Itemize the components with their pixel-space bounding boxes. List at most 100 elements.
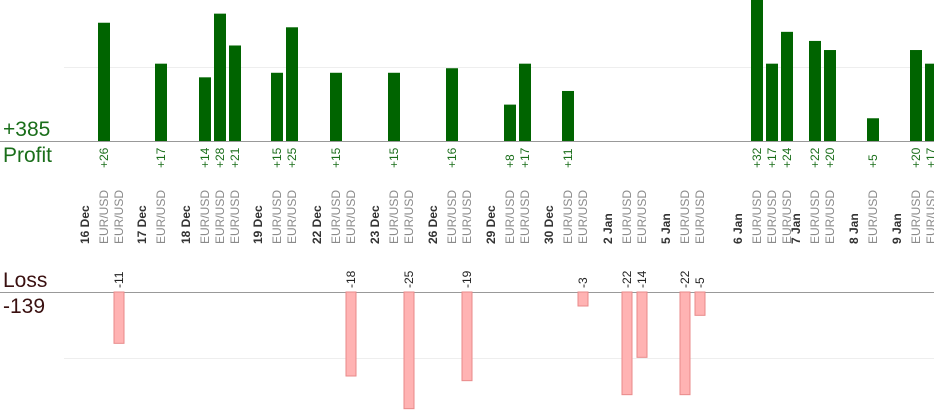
profit-bar: [388, 72, 400, 141]
profit-bar: [910, 50, 922, 141]
profit-value-label: +5: [866, 154, 880, 168]
profit-bar: [271, 72, 283, 141]
profit-bar: [925, 63, 934, 142]
loss-bar: [113, 291, 125, 344]
profit-value-label: +17: [924, 147, 934, 168]
date-label: 6 Jan: [731, 213, 745, 244]
date-label: 23 Dec: [368, 205, 382, 244]
loss-bar: [403, 291, 415, 410]
profit-value-label: +15: [270, 147, 284, 168]
profit-value-label: +15: [387, 147, 401, 168]
pair-label: EUR/USD: [154, 190, 168, 244]
profit-value-label: +17: [518, 147, 532, 168]
pair-label: EUR/USD: [460, 190, 474, 244]
profit-value-label: +8: [503, 154, 517, 168]
profit-bar: [562, 90, 574, 141]
pair-label: EUR/USD: [750, 190, 764, 244]
profit-bar: [766, 63, 778, 142]
profit-bar: [446, 68, 458, 141]
pair-label: EUR/USD: [270, 190, 284, 244]
pair-label: EUR/USD: [213, 190, 227, 244]
date-label: 18 Dec: [179, 205, 193, 244]
labels: 16 Dec EUR/USD +26 EUR/USD -11 17 Dec EUR/USD +…: [78, 147, 934, 288]
profit-value-label: +15: [329, 147, 343, 168]
pair-label: EUR/USD: [445, 190, 459, 244]
profit-value-label: +20: [909, 147, 923, 168]
loss-value-label: -19: [460, 270, 474, 288]
date-label: 30 Dec: [542, 205, 556, 244]
loss-value-label: -22: [678, 270, 692, 288]
loss-bar: [577, 291, 589, 307]
pair-label: EUR/USD: [576, 190, 590, 244]
loss-bar: [694, 291, 706, 316]
profit-value-label: +25: [285, 147, 299, 168]
profit-bar: [214, 13, 226, 141]
loss-total: -139: [3, 295, 46, 318]
pair-label: EUR/USD: [693, 190, 707, 244]
profit-bar: [519, 63, 531, 142]
loss-bar: [621, 291, 633, 396]
date-label: 2 Jan: [601, 213, 615, 244]
profit-bar: [824, 50, 836, 141]
pair-label: EUR/USD: [678, 190, 692, 244]
pair-label: EUR/USD: [329, 190, 343, 244]
pair-label: EUR/USD: [112, 190, 126, 244]
profit-bar: [330, 72, 342, 141]
pair-label: EUR/USD: [285, 190, 299, 244]
loss-value-label: -5: [693, 277, 707, 288]
profit-value-label: +32: [750, 147, 764, 168]
pair-label: EUR/USD: [866, 190, 880, 244]
date-label: 22 Dec: [310, 205, 324, 244]
loss-value-label: -22: [620, 270, 634, 288]
profit-value-label: +17: [154, 147, 168, 168]
profit-bar: [809, 40, 821, 141]
profit-bar: [199, 77, 211, 141]
profit-bar: [98, 22, 110, 141]
pair-label: EUR/USD: [635, 190, 649, 244]
date-label: 26 Dec: [426, 205, 440, 244]
profit-value-label: +20: [823, 147, 837, 168]
loss-bar: [461, 291, 473, 382]
loss-bar: [345, 291, 357, 377]
loss-value-label: -11: [112, 271, 126, 288]
profit-bar: [155, 63, 167, 142]
pair-label: EUR/USD: [402, 190, 416, 244]
pair-label: EUR/USD: [97, 190, 111, 244]
bars: [98, 0, 934, 410]
pair-label: EUR/USD: [823, 190, 837, 244]
profit-bar: [781, 31, 793, 142]
profit-bar: [751, 0, 763, 141]
pair-label: EUR/USD: [765, 190, 779, 244]
date-label: 9 Jan: [890, 213, 904, 244]
pair-label: EUR/USD: [198, 190, 212, 244]
date-label: 19 Dec: [251, 205, 265, 244]
loss-bar: [679, 291, 691, 396]
profit-value-label: +26: [97, 147, 111, 168]
profit-value-label: +24: [780, 147, 794, 168]
date-label: 17 Dec: [135, 205, 149, 244]
pair-label: EUR/USD: [808, 190, 822, 244]
pair-label: EUR/USD: [924, 190, 934, 244]
profit-value-label: +11: [561, 148, 575, 168]
grid-lines: [64, 67, 934, 359]
loss-value-label: -18: [344, 270, 358, 288]
profit-value-label: +28: [213, 147, 227, 168]
pair-label: EUR/USD: [909, 190, 923, 244]
pair-label: EUR/USD: [344, 190, 358, 244]
profit-value-label: +14: [198, 147, 212, 168]
loss-value-label: -25: [402, 270, 416, 288]
pair-label: EUR/USD: [518, 190, 532, 244]
profit-bar: [229, 45, 241, 141]
profit-value-label: +21: [228, 147, 242, 168]
profit-label: Profit: [3, 144, 53, 167]
date-label: 16 Dec: [78, 205, 92, 244]
profit-bar: [286, 27, 298, 142]
profit-value-label: +17: [765, 147, 779, 168]
pair-label: EUR/USD: [620, 190, 634, 244]
pair-label: EUR/USD: [780, 190, 794, 244]
pair-label: EUR/USD: [561, 190, 575, 244]
loss-value-label: -3: [576, 277, 590, 288]
profit-total: +385: [3, 118, 51, 141]
profit-bar: [504, 104, 516, 141]
